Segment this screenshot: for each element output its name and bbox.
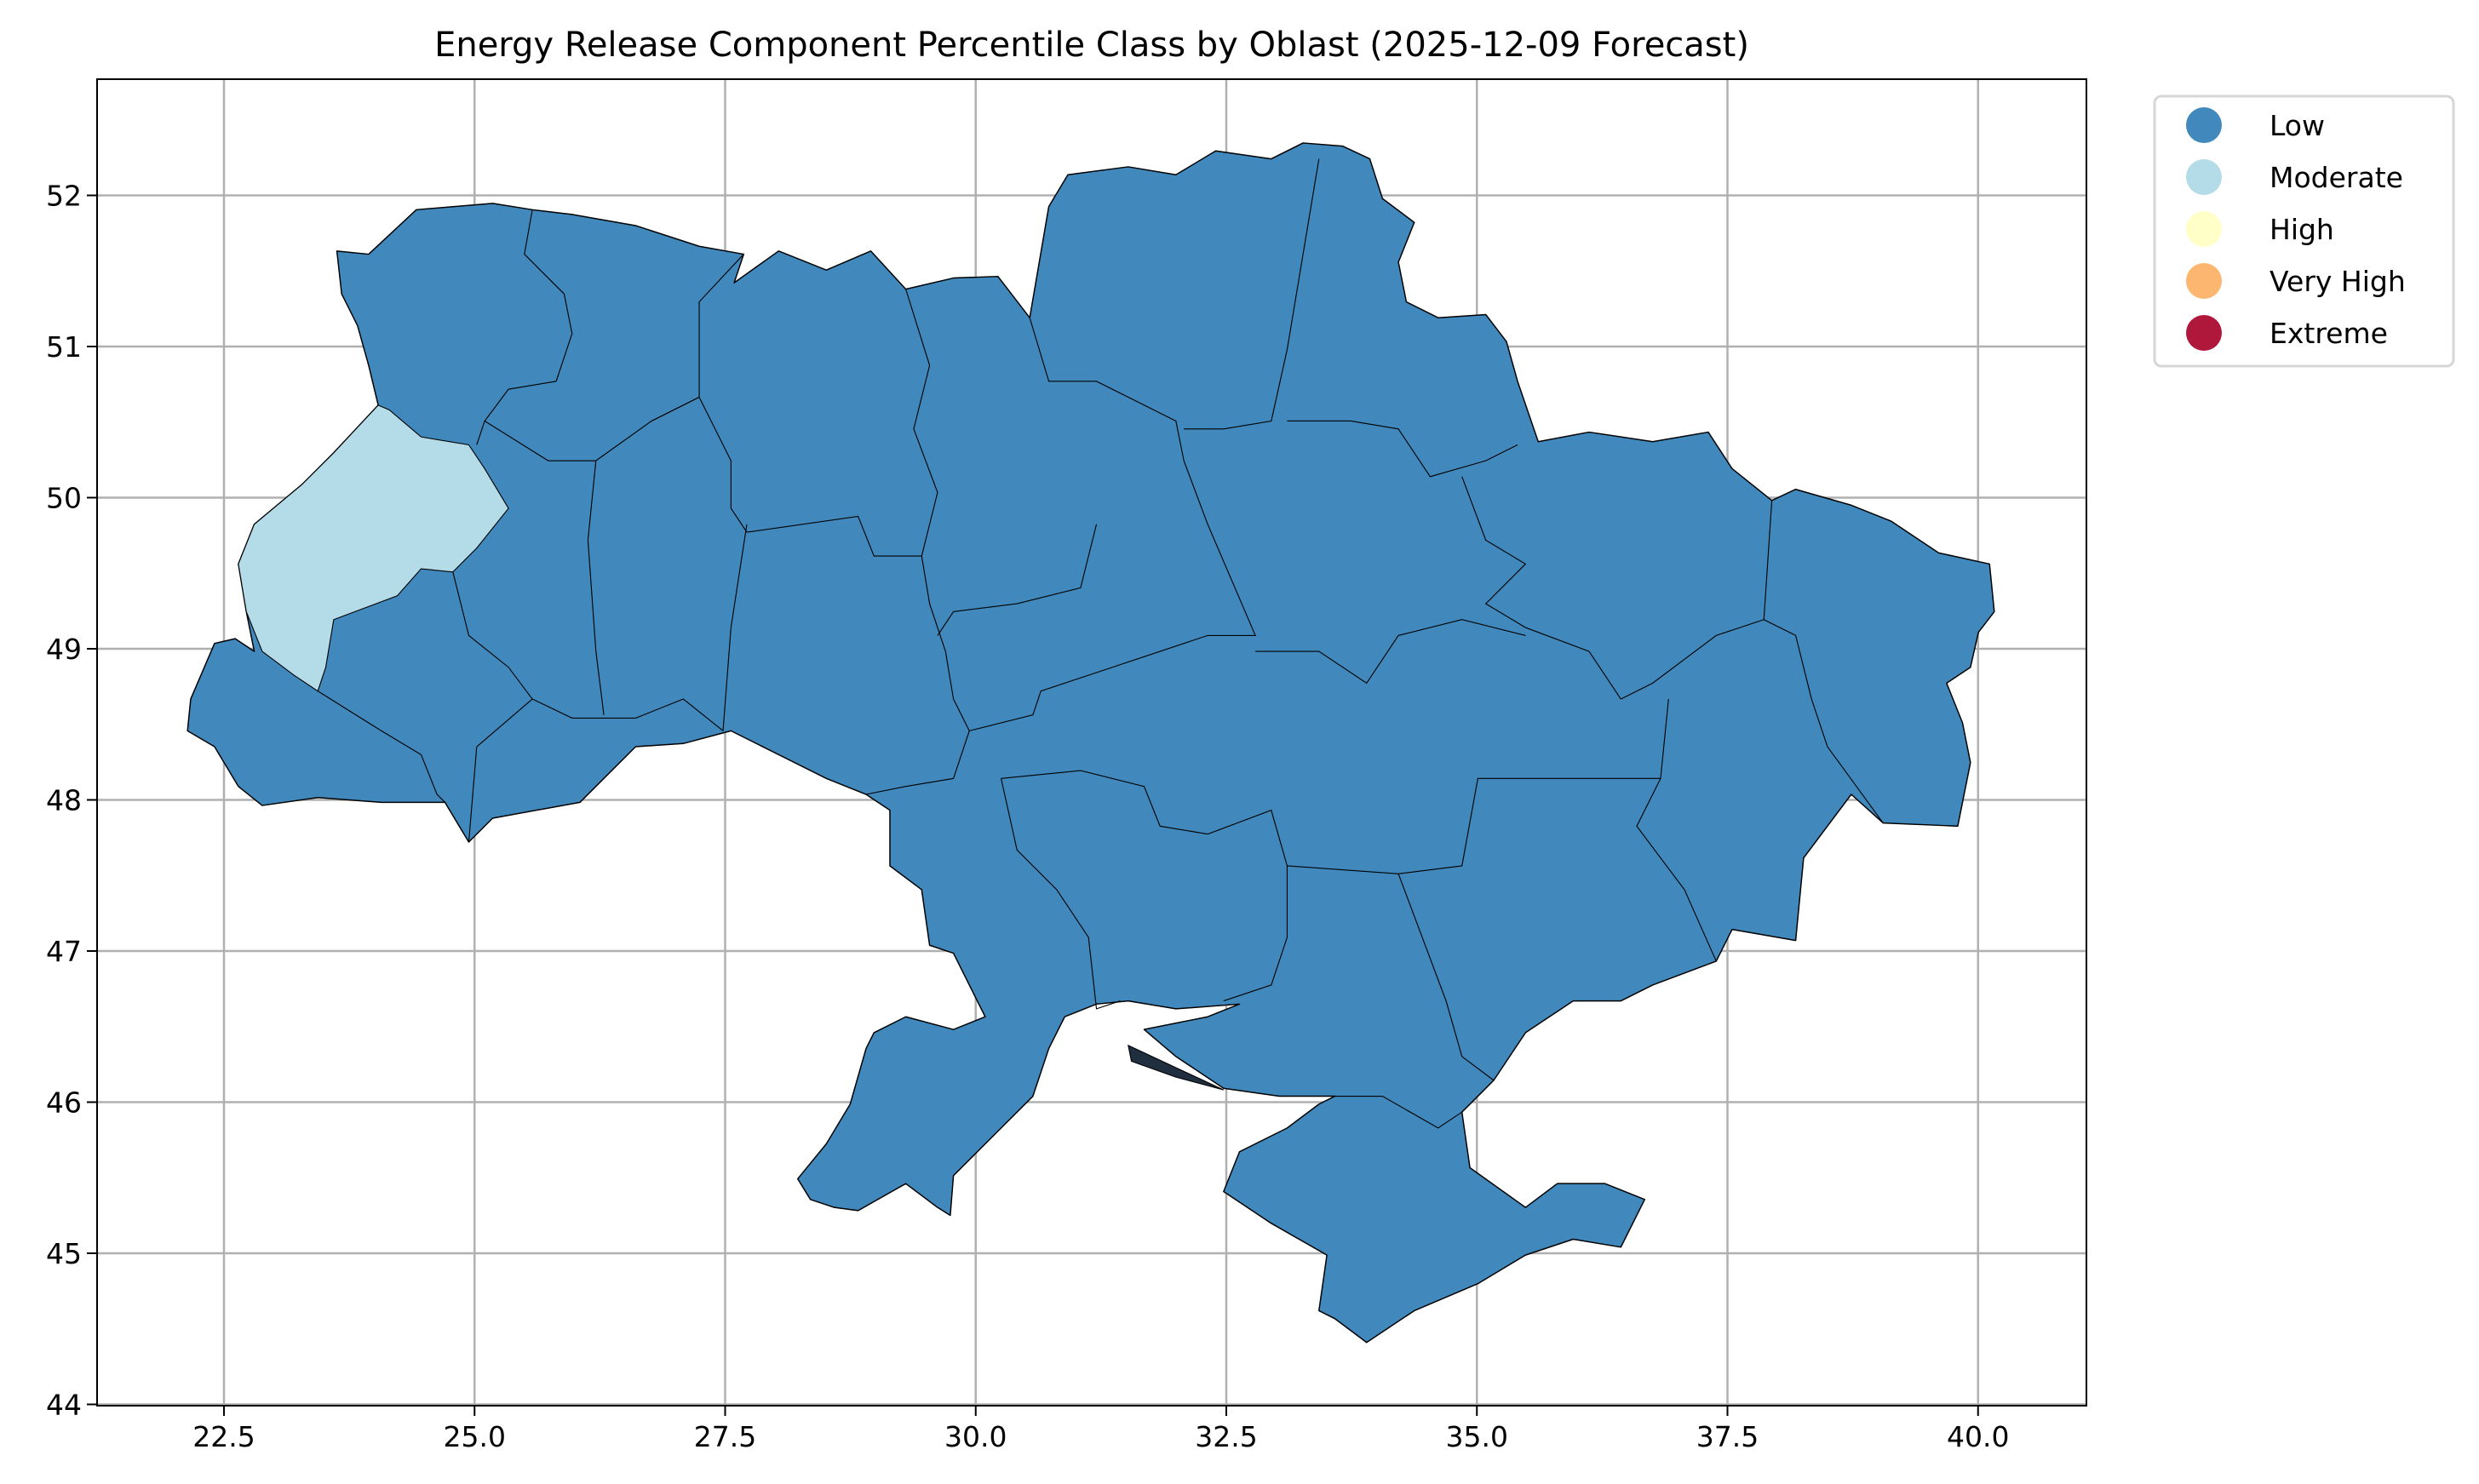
legend-label: High [2270, 213, 2334, 246]
oblast-border [317, 690, 445, 803]
oblast-border [1184, 158, 1320, 430]
oblast-border [1334, 1095, 1463, 1129]
oblast-border [1763, 500, 1884, 823]
legend-box [2153, 95, 2455, 368]
oblast-border [937, 524, 1098, 636]
legend: Low Moderate High Very High Extreme [2153, 95, 2455, 368]
legend-marker-extreme [2186, 315, 2222, 351]
oblast-border [969, 460, 1256, 731]
legend-label: Very High [2270, 265, 2406, 298]
oblast-border [722, 524, 748, 731]
chart-title: Energy Release Component Percentile Clas… [434, 26, 1749, 65]
y-tick-label: 49 [46, 633, 82, 666]
y-tick-label: 52 [46, 180, 82, 213]
x-tick-label: 35.0 [1446, 1420, 1508, 1453]
oblast-border [1287, 420, 1518, 478]
oblast-border [1621, 619, 1765, 700]
oblast-border [476, 209, 573, 445]
x-tick-label: 32.5 [1195, 1420, 1257, 1453]
y-axis: 44 45 46 47 48 49 50 51 52 [46, 180, 97, 1422]
y-tick-label: 51 [46, 330, 82, 364]
oblast-border [905, 289, 938, 557]
oblast-border [1029, 318, 1185, 461]
x-tick-label: 22.5 [192, 1420, 255, 1453]
oblast-moderate [238, 404, 509, 692]
x-tick-label: 25.0 [444, 1420, 506, 1453]
map [186, 142, 1995, 1344]
oblast-border [1461, 476, 1621, 700]
oblast-border [1397, 874, 1495, 1081]
oblast-border [468, 746, 478, 843]
x-tick-label: 40.0 [1947, 1420, 2009, 1453]
legend-marker-low [2186, 107, 2222, 143]
oblast-border [1636, 698, 1717, 962]
spit [1128, 1044, 1225, 1091]
oblast-border [1287, 777, 1661, 874]
legend-label: Low [2270, 109, 2325, 142]
x-tick-label: 27.5 [694, 1420, 756, 1453]
x-tick-label: 37.5 [1696, 1420, 1759, 1453]
oblast-border [1001, 778, 1121, 1010]
axes-frame [96, 78, 2087, 1407]
legend-label: Moderate [2270, 161, 2403, 194]
x-tick-label: 30.0 [944, 1420, 1007, 1453]
x-axis: 22.5 25.0 27.5 30.0 32.5 35.0 37.5 40.0 [192, 1406, 2009, 1453]
oblast-border [452, 571, 533, 700]
oblast-border [476, 698, 724, 748]
oblast-border [587, 461, 605, 715]
y-tick-label: 50 [46, 482, 82, 515]
legend-marker-very-high [2186, 263, 2222, 299]
oblast-low [186, 142, 1995, 1344]
y-tick-label: 46 [46, 1086, 82, 1120]
y-tick-label: 44 [46, 1389, 82, 1422]
legend-marker-moderate [2186, 159, 2222, 195]
oblast-border [651, 396, 748, 533]
oblast-border [484, 421, 596, 461]
y-tick-label: 45 [46, 1237, 82, 1270]
legend-marker-high [2186, 211, 2222, 247]
oblast-border [746, 515, 970, 795]
oblast-border [1255, 619, 1526, 685]
y-tick-label: 47 [46, 935, 82, 968]
oblast-border [1001, 770, 1288, 1002]
y-tick-label: 48 [46, 784, 82, 817]
legend-label: Extreme [2270, 317, 2388, 350]
